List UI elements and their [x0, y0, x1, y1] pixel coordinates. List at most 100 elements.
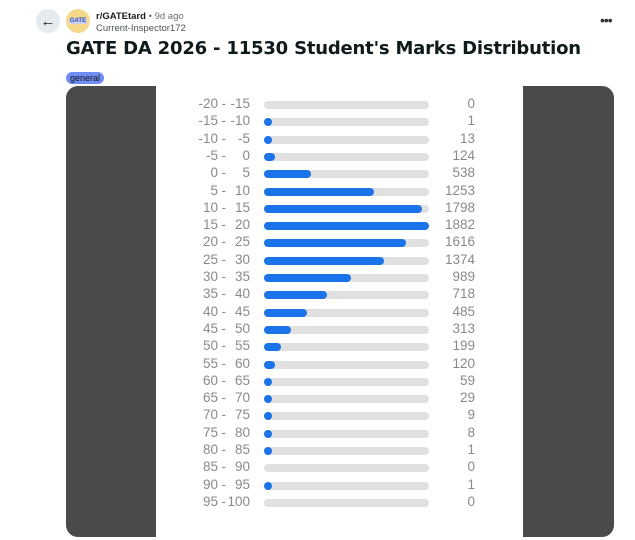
bar-track: [264, 429, 429, 438]
more-options-button[interactable]: •••: [600, 12, 613, 28]
bar-track: [264, 152, 429, 161]
range-end-label: 60: [234, 355, 250, 371]
range-start-label: 45: [202, 320, 218, 336]
bar: [264, 325, 292, 334]
range-end-label: 25: [234, 234, 250, 250]
range-end-label: 30: [234, 251, 250, 267]
bar-track: [264, 412, 429, 421]
range-end-label: 45: [234, 303, 250, 319]
bar: [264, 135, 272, 144]
bar: [264, 308, 307, 317]
chart-row: 70-75 9: [156, 407, 523, 424]
bar-track: [264, 464, 429, 473]
bar: [264, 377, 272, 386]
range-start-label: 40: [202, 303, 218, 319]
chart-row: 25-30 1374: [156, 252, 523, 269]
subreddit-avatar[interactable]: GATE: [66, 9, 90, 33]
range-dash: -: [221, 442, 227, 457]
post-image[interactable]: -20- -15 0 -15- -10 1 -10- -5 13 -5-0 124 0-5 538 5-1…: [66, 86, 614, 537]
chart-row: 40-45 485: [156, 304, 523, 321]
chart-row: 30-35 989: [156, 269, 523, 286]
chart-row: 90-95 1: [156, 477, 523, 494]
bar-track: [264, 498, 429, 507]
range-end-label: 55: [234, 338, 250, 354]
range-dash: -: [221, 96, 227, 111]
arrow-left-icon: ←: [40, 12, 56, 30]
range-dash: -: [221, 251, 227, 267]
range-start-label: 80: [202, 442, 218, 457]
range-dash: -: [221, 424, 227, 440]
value-label: 989: [452, 269, 475, 284]
range-start-label: 35: [202, 286, 218, 302]
chart-row: 15-20 1882: [156, 217, 523, 234]
value-label: 1: [467, 113, 475, 129]
range-end-label: 35: [234, 269, 250, 284]
value-label: 1: [467, 476, 475, 492]
range-end-label: 95: [234, 476, 250, 492]
chart-row: -5-0 124: [156, 148, 523, 165]
bar: [264, 187, 374, 196]
range-end-label: 20: [234, 217, 250, 233]
bar-track: [264, 325, 429, 334]
subreddit-link[interactable]: r/GATEtard: [96, 11, 146, 22]
bar-track: [264, 481, 429, 490]
bar-track: [264, 308, 429, 317]
range-start-label: 20: [202, 234, 218, 250]
range-start-label: 90: [202, 476, 218, 492]
value-label: 8: [467, 424, 475, 440]
value-label: 9: [467, 407, 475, 423]
range-start-label: 50: [202, 338, 218, 354]
chart-row: -10- -5 13: [156, 131, 523, 148]
value-label: 538: [452, 165, 475, 181]
more-horizontal-icon: •••: [600, 12, 613, 28]
chart-row: 80-85 1: [156, 442, 523, 459]
range-end-label: -5: [237, 130, 250, 146]
separator: •: [148, 11, 152, 22]
bar: [264, 360, 275, 369]
author-link[interactable]: Current-Inspector172: [96, 23, 186, 34]
range-end-label: 10: [234, 182, 250, 198]
bar: [264, 152, 275, 161]
bar: [264, 222, 429, 231]
range-dash: -: [221, 355, 227, 371]
range-end-label: 0: [242, 147, 250, 163]
chart-row: 50-55 199: [156, 338, 523, 355]
range-dash: -: [221, 130, 227, 146]
value-label: 13: [459, 130, 475, 146]
bar-track: [264, 256, 429, 265]
chart-row: 5-10 1253: [156, 183, 523, 200]
bar-track: [264, 291, 429, 300]
value-label: 0: [467, 459, 475, 475]
bar-track: [264, 447, 429, 455]
bar: [264, 343, 282, 352]
range-dash: -: [221, 459, 227, 475]
value-label: 718: [452, 286, 475, 302]
chart-row: 10-15 1798: [156, 200, 523, 217]
range-dash: -: [221, 493, 227, 509]
range-dash: -: [221, 286, 227, 302]
chart-row: 60-65 59: [156, 373, 523, 390]
value-label: 1374: [444, 251, 475, 267]
chart-row: 75-80 8: [156, 425, 523, 442]
range-end-label: 40: [234, 286, 250, 302]
chart-row: 55-60 120: [156, 356, 523, 373]
bar: [264, 481, 272, 490]
range-end-label: 85: [234, 442, 250, 457]
range-start-label: 30: [202, 269, 218, 284]
bar-track: [264, 222, 429, 231]
range-start-label: -5: [205, 147, 218, 163]
value-label: 1: [467, 442, 475, 457]
back-button[interactable]: ←: [36, 9, 60, 33]
range-dash: -: [221, 372, 227, 388]
bar: [264, 291, 327, 300]
range-end-label: 65: [234, 372, 250, 388]
range-dash: -: [221, 165, 227, 181]
range-start-label: -15: [198, 113, 218, 129]
marks-distribution-chart: -20- -15 0 -15- -10 1 -10- -5 13 -5-0 124 0-5 538 5-1…: [156, 86, 523, 537]
range-start-label: 15: [202, 217, 218, 233]
range-start-label: -10: [198, 130, 218, 146]
range-start-label: 0: [210, 165, 218, 181]
flair-badge[interactable]: general: [66, 72, 105, 84]
range-end-label: 15: [234, 199, 250, 215]
bar: [264, 256, 385, 265]
